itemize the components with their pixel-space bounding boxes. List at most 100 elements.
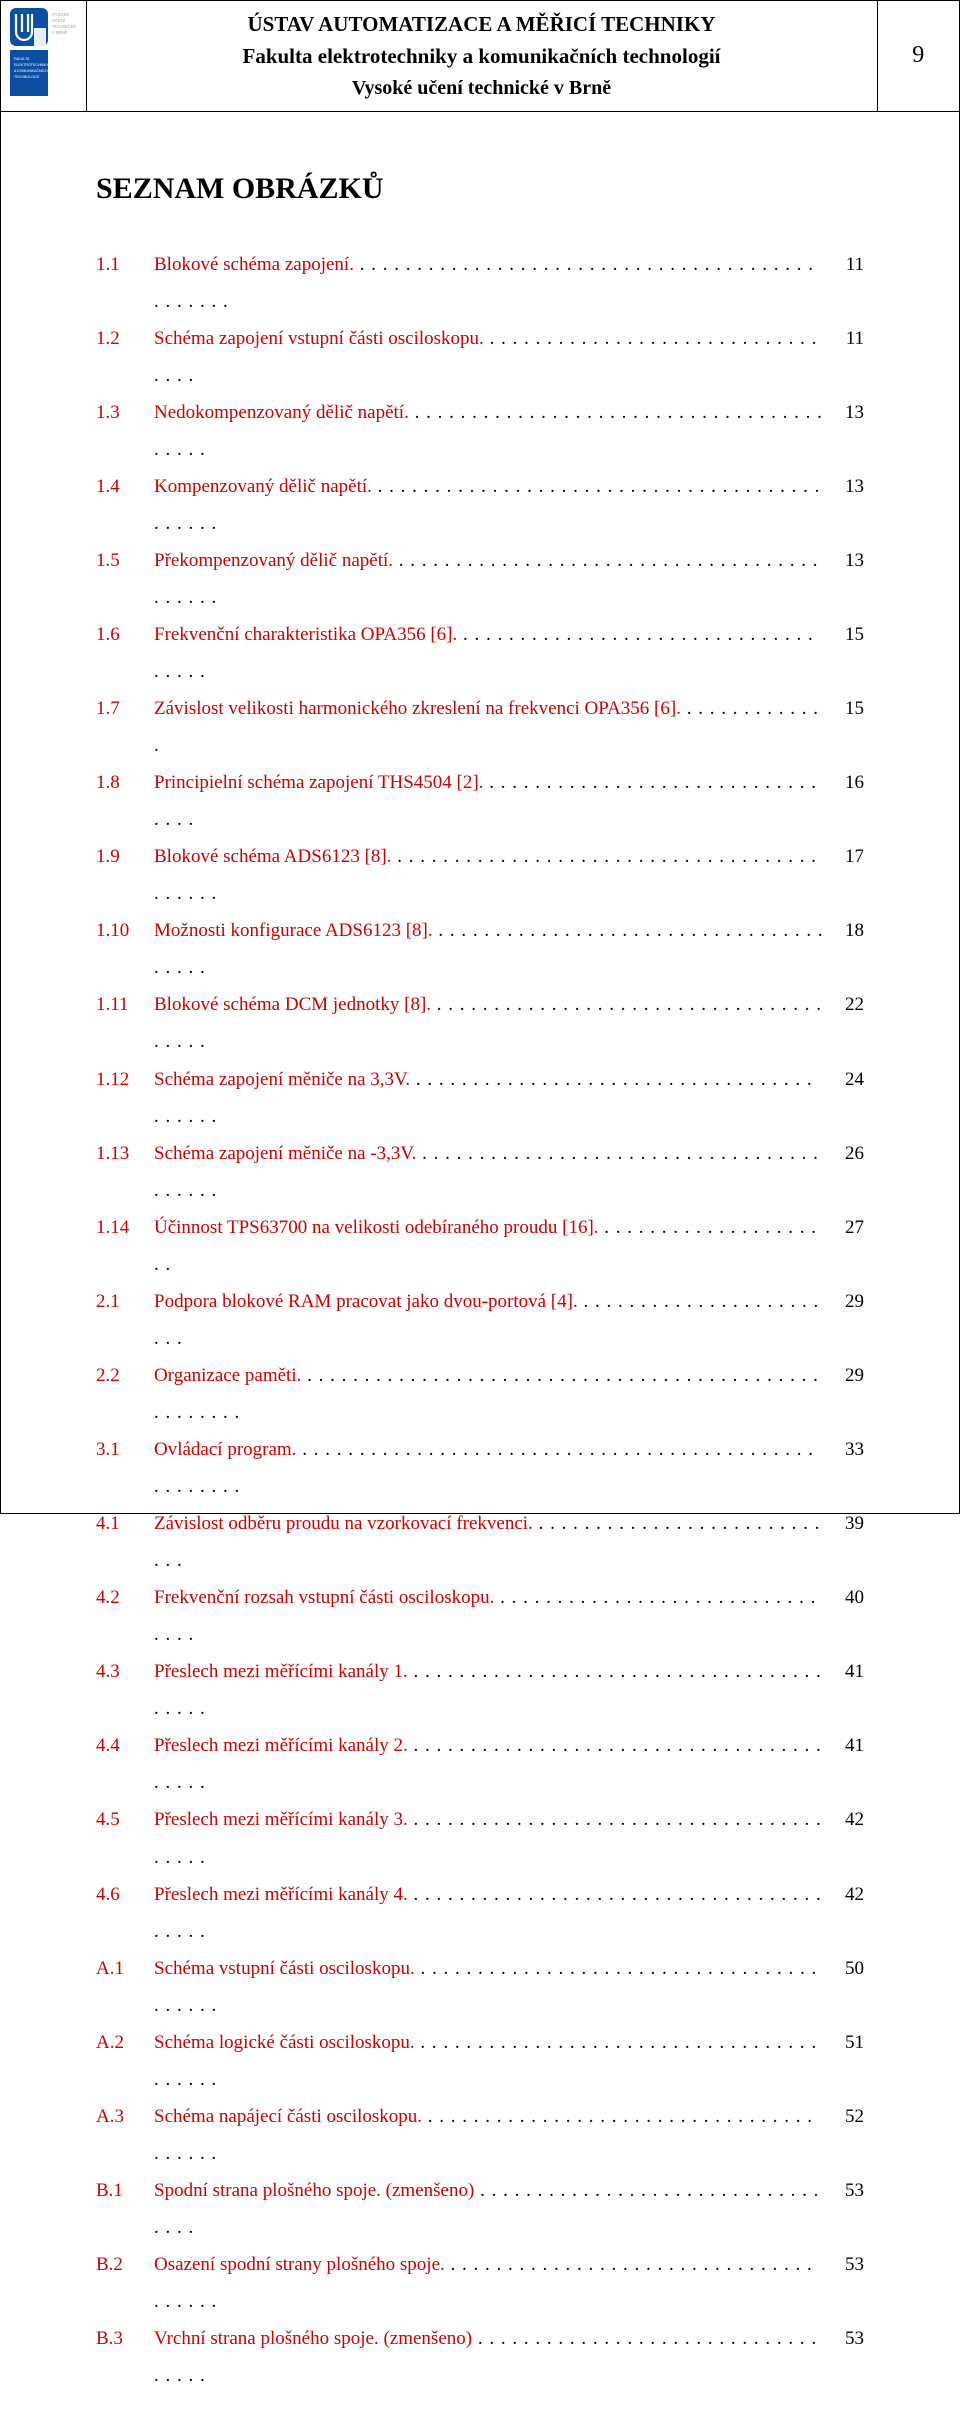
figure-entry-label[interactable]: Ovládací program. xyxy=(154,1439,296,1460)
figure-entry-page[interactable]: 13 xyxy=(824,542,864,579)
figure-entry-page[interactable]: 17 xyxy=(824,838,864,875)
figure-entry-page[interactable]: 11 xyxy=(824,320,864,357)
figure-entry-label[interactable]: Schéma zapojení měniče na 3,3V. xyxy=(154,1069,410,1090)
figure-entry-page[interactable]: 16 xyxy=(824,764,864,801)
figure-entry-page[interactable]: 53 xyxy=(824,2246,864,2283)
figure-entry-label[interactable]: Blokové schéma zapojení. xyxy=(154,254,354,275)
figure-entry-number[interactable]: 1.9 xyxy=(96,838,154,875)
figure-entry-number[interactable]: 1.3 xyxy=(96,394,154,431)
figure-entry-page[interactable]: 42 xyxy=(824,1801,864,1838)
figure-entry-label[interactable]: Frekvenční rozsah vstupní části oscilosk… xyxy=(154,1587,494,1608)
figure-entry-page[interactable]: 53 xyxy=(824,2172,864,2209)
figure-entry: 1.4Kompenzovaný dělič napětí. . . . . . … xyxy=(96,468,864,542)
figure-entry-label[interactable]: Přeslech mezi měřícími kanály 4. xyxy=(154,1884,408,1905)
figure-entry-number[interactable]: 1.6 xyxy=(96,616,154,653)
figure-entry-label[interactable]: Organizace paměti. xyxy=(154,1365,301,1386)
figure-entry-page[interactable]: 13 xyxy=(824,468,864,505)
figure-entry-number[interactable]: 1.10 xyxy=(96,912,154,949)
figure-entry-page[interactable]: 15 xyxy=(824,690,864,727)
figure-entry-number[interactable]: 4.1 xyxy=(96,1505,154,1542)
figure-entry-number[interactable]: B.2 xyxy=(96,2246,154,2283)
figure-entry-label[interactable]: Přeslech mezi měřícími kanály 1. xyxy=(154,1661,408,1682)
figure-entry-page[interactable]: 40 xyxy=(824,1579,864,1616)
figure-entry-label[interactable]: Blokové schéma ADS6123 [8]. xyxy=(154,846,391,867)
figure-entry-number[interactable]: 1.7 xyxy=(96,690,154,727)
figure-entry-page[interactable]: 50 xyxy=(824,1950,864,1987)
figure-entry-label[interactable]: Přeslech mezi měřícími kanály 3. xyxy=(154,1809,408,1830)
figure-entry-label[interactable]: Překompenzovaný dělič napětí. xyxy=(154,550,393,571)
figure-entry-label[interactable]: Schéma vstupní části osciloskopu. xyxy=(154,1958,415,1979)
figure-entry-labelwrap: Ovládací program. . . . . . . . . . . . … xyxy=(154,1431,824,1505)
figure-entry: B.2Osazení spodní strany plošného spoje.… xyxy=(96,2246,864,2320)
figure-entry-label[interactable]: Podpora blokové RAM pracovat jako dvou-p… xyxy=(154,1291,578,1312)
figure-entry-number[interactable]: 1.11 xyxy=(96,986,154,1023)
figure-entry-number[interactable]: 1.4 xyxy=(96,468,154,505)
figure-entry-page[interactable]: 26 xyxy=(824,1135,864,1172)
figure-entry-label[interactable]: Kompenzovaný dělič napětí. xyxy=(154,476,372,497)
figure-entry-page[interactable]: 41 xyxy=(824,1653,864,1690)
figure-entry-page[interactable]: 13 xyxy=(824,394,864,431)
figure-entry-label[interactable]: Schéma napájecí části osciloskopu. xyxy=(154,2106,422,2127)
figure-entry-number[interactable]: 1.8 xyxy=(96,764,154,801)
figure-entry-number[interactable]: 1.5 xyxy=(96,542,154,579)
figure-entry-label[interactable]: Účinnost TPS63700 na velikosti odebírané… xyxy=(154,1217,599,1238)
figure-entry-number[interactable]: 2.1 xyxy=(96,1283,154,1320)
figure-entry-label[interactable]: Frekvenční charakteristika OPA356 [6]. xyxy=(154,624,457,645)
figure-entry-label[interactable]: Osazení spodní strany plošného spoje. xyxy=(154,2254,445,2275)
figure-entry-label[interactable]: Principielní schéma zapojení THS4504 [2]… xyxy=(154,772,483,793)
figure-entry-label[interactable]: Nedokompenzovaný dělič napětí. xyxy=(154,402,409,423)
figure-entry-number[interactable]: 4.3 xyxy=(96,1653,154,1690)
figure-entry-label[interactable]: Závislost odběru proudu na vzorkovací fr… xyxy=(154,1513,533,1534)
figure-entry-number[interactable]: 3.1 xyxy=(96,1431,154,1468)
figure-entry-label[interactable]: Závislost velikosti harmonického zkresle… xyxy=(154,698,681,719)
figure-entry-page[interactable]: 24 xyxy=(824,1061,864,1098)
figure-entry-labelwrap: Nedokompenzovaný dělič napětí. . . . . .… xyxy=(154,394,824,468)
figure-entry-labelwrap: Schéma zapojení měniče na -3,3V. . . . .… xyxy=(154,1135,824,1209)
figure-entry: 4.1Závislost odběru proudu na vzorkovací… xyxy=(96,1505,864,1579)
figure-entry-page[interactable]: 51 xyxy=(824,2024,864,2061)
figure-entry-labelwrap: Přeslech mezi měřícími kanály 3. . . . .… xyxy=(154,1801,824,1875)
figure-entry-number[interactable]: B.1 xyxy=(96,2172,154,2209)
figure-entry-number[interactable]: 4.2 xyxy=(96,1579,154,1616)
figure-entry-label[interactable]: Spodní strana plošného spoje. (zmenšeno) xyxy=(154,2180,474,2201)
figure-entry-label[interactable]: Schéma logické části osciloskopu. xyxy=(154,2032,415,2053)
figure-entry-page[interactable]: 18 xyxy=(824,912,864,949)
figure-entry-page[interactable]: 22 xyxy=(824,986,864,1023)
figure-entry: 3.1Ovládací program. . . . . . . . . . .… xyxy=(96,1431,864,1505)
figure-entry-number[interactable]: 4.5 xyxy=(96,1801,154,1838)
figure-entry-page[interactable]: 41 xyxy=(824,1727,864,1764)
figure-entry-page[interactable]: 29 xyxy=(824,1357,864,1394)
figure-entry-page[interactable]: 15 xyxy=(824,616,864,653)
figure-entry-number[interactable]: 1.12 xyxy=(96,1061,154,1098)
figure-entry-page[interactable]: 11 xyxy=(824,246,864,283)
figure-entry-number[interactable]: A.2 xyxy=(96,2024,154,2061)
figure-entry-number[interactable]: 4.6 xyxy=(96,1876,154,1913)
figure-entry-page[interactable]: 27 xyxy=(824,1209,864,1246)
figure-entry-labelwrap: Kompenzovaný dělič napětí. . . . . . . .… xyxy=(154,468,824,542)
figure-entry: A.1Schéma vstupní části osciloskopu. . .… xyxy=(96,1950,864,2024)
figure-entry-labelwrap: Spodní strana plošného spoje. (zmenšeno)… xyxy=(154,2172,824,2246)
figure-entry: A.2Schéma logické části osciloskopu. . .… xyxy=(96,2024,864,2098)
figure-entry-page[interactable]: 42 xyxy=(824,1876,864,1913)
figure-entry-label[interactable]: Vrchní strana plošného spoje. (zmenšeno) xyxy=(154,2328,472,2349)
figure-entry-label[interactable]: Blokové schéma DCM jednotky [8]. xyxy=(154,994,431,1015)
figure-entry-label[interactable]: Schéma zapojení měniče na -3,3V. xyxy=(154,1143,416,1164)
figure-entry-number[interactable]: 2.2 xyxy=(96,1357,154,1394)
figure-entry-label[interactable]: Přeslech mezi měřícími kanály 2. xyxy=(154,1735,408,1756)
figure-entry-number[interactable]: 4.4 xyxy=(96,1727,154,1764)
figure-entry-page[interactable]: 52 xyxy=(824,2098,864,2135)
figure-entry-number[interactable]: 1.2 xyxy=(96,320,154,357)
figure-entry-label[interactable]: Schéma zapojení vstupní části osciloskop… xyxy=(154,328,484,349)
figure-entry-page[interactable]: 29 xyxy=(824,1283,864,1320)
figure-entry-page[interactable]: 53 xyxy=(824,2320,864,2357)
figure-entry-labelwrap: Podpora blokové RAM pracovat jako dvou-p… xyxy=(154,1283,824,1357)
figure-entry-number[interactable]: B.3 xyxy=(96,2320,154,2357)
figure-entry-page[interactable]: 33 xyxy=(824,1431,864,1468)
figure-entry-number[interactable]: 1.14 xyxy=(96,1209,154,1246)
figure-entry-number[interactable]: 1.1 xyxy=(96,246,154,283)
figure-entry-page[interactable]: 39 xyxy=(824,1505,864,1542)
figure-entry-number[interactable]: A.1 xyxy=(96,1950,154,1987)
figure-entry-number[interactable]: A.3 xyxy=(96,2098,154,2135)
figure-entry-label[interactable]: Možnosti konfigurace ADS6123 [8]. xyxy=(154,920,433,941)
figure-entry-number[interactable]: 1.13 xyxy=(96,1135,154,1172)
